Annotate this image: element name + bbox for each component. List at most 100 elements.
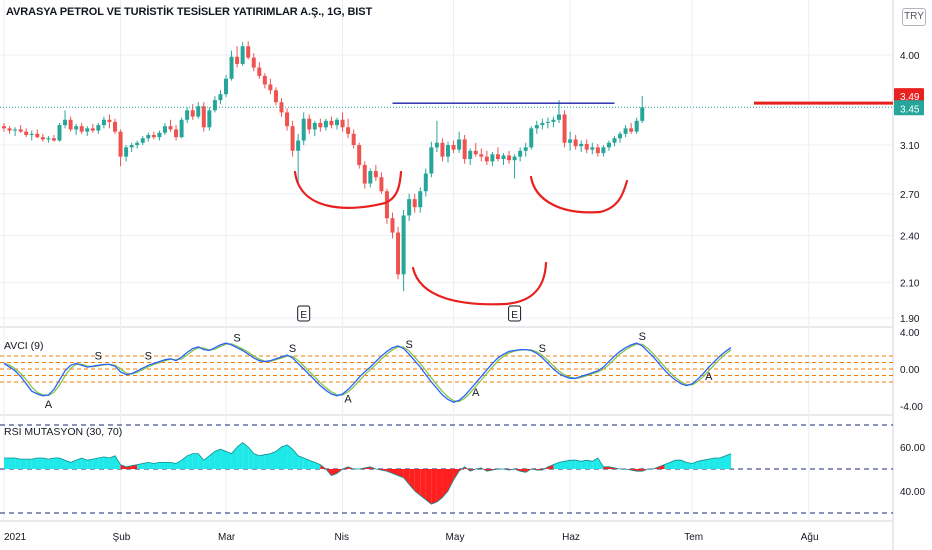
candle[interactable]: [251, 53, 256, 72]
candle[interactable]: [268, 78, 273, 95]
candle[interactable]: [468, 148, 473, 165]
candle[interactable]: [490, 151, 495, 167]
candle[interactable]: [124, 145, 129, 162]
candle[interactable]: [551, 116, 556, 128]
candle[interactable]: [146, 132, 151, 142]
candle[interactable]: [85, 126, 90, 137]
candle[interactable]: [246, 41, 251, 60]
candle[interactable]: [74, 124, 79, 135]
candle[interactable]: [440, 138, 445, 162]
candle[interactable]: [101, 116, 106, 129]
candle[interactable]: [418, 187, 423, 213]
candle[interactable]: [612, 136, 617, 147]
candle[interactable]: [457, 131, 462, 154]
candle[interactable]: [573, 134, 578, 150]
candle[interactable]: [235, 46, 240, 68]
candle[interactable]: [162, 122, 167, 135]
candle[interactable]: [329, 116, 334, 129]
candle[interactable]: [212, 96, 217, 113]
candle[interactable]: [307, 114, 312, 134]
right-shoulder-curve[interactable]: [529, 175, 629, 214]
candle[interactable]: [495, 147, 500, 162]
candle[interactable]: [357, 142, 362, 169]
candle[interactable]: [174, 125, 179, 141]
candle[interactable]: [507, 150, 512, 164]
candle[interactable]: [290, 120, 295, 157]
candle[interactable]: [140, 136, 145, 146]
candle[interactable]: [196, 102, 201, 119]
candle[interactable]: [135, 140, 140, 149]
candle[interactable]: [451, 140, 456, 154]
candle[interactable]: [207, 107, 212, 131]
candle[interactable]: [412, 193, 417, 213]
candle[interactable]: [279, 98, 284, 117]
candle[interactable]: [384, 188, 389, 224]
candle[interactable]: [557, 100, 561, 123]
candle[interactable]: [479, 148, 484, 162]
head-curve[interactable]: [411, 261, 548, 306]
candle[interactable]: [63, 110, 68, 129]
candle[interactable]: [335, 117, 339, 130]
candle[interactable]: [262, 73, 267, 89]
candle[interactable]: [29, 130, 34, 141]
candle[interactable]: [401, 209, 406, 292]
candle[interactable]: [7, 126, 12, 134]
candle[interactable]: [218, 90, 223, 105]
candle[interactable]: [201, 102, 206, 132]
candle[interactable]: [423, 168, 428, 197]
candle[interactable]: [584, 139, 589, 154]
candle[interactable]: [446, 141, 450, 163]
candle[interactable]: [2, 122, 6, 132]
candle[interactable]: [362, 161, 367, 189]
candle[interactable]: [118, 129, 123, 167]
candle[interactable]: [90, 124, 95, 133]
candle[interactable]: [540, 118, 545, 130]
candle[interactable]: [407, 193, 412, 222]
candle[interactable]: [168, 119, 173, 132]
candle[interactable]: [296, 133, 301, 184]
candle[interactable]: [340, 112, 345, 132]
candle[interactable]: [346, 118, 351, 139]
candle[interactable]: [40, 133, 45, 142]
candle[interactable]: [312, 120, 317, 137]
candle[interactable]: [512, 154, 517, 179]
candle[interactable]: [629, 122, 634, 134]
candle[interactable]: [318, 118, 323, 132]
candle[interactable]: [35, 129, 40, 139]
candle[interactable]: [57, 122, 62, 142]
candle[interactable]: [368, 168, 373, 188]
avci-pane[interactable]: A S S S S A S A S S A: [0, 331, 893, 411]
drawing-annotations[interactable]: [293, 101, 893, 306]
earnings-marker[interactable]: E: [508, 305, 522, 322]
candle[interactable]: [301, 112, 306, 146]
candle[interactable]: [224, 74, 228, 98]
candle[interactable]: [285, 108, 290, 131]
candle[interactable]: [606, 140, 611, 151]
candle[interactable]: [523, 142, 528, 157]
candle[interactable]: [129, 142, 134, 152]
candle[interactable]: [113, 118, 117, 134]
candle[interactable]: [79, 122, 84, 134]
candle[interactable]: [46, 136, 51, 143]
candle[interactable]: [534, 120, 539, 134]
candle[interactable]: [157, 130, 162, 141]
candle[interactable]: [373, 164, 378, 182]
candle[interactable]: [18, 125, 23, 133]
candle[interactable]: [96, 122, 101, 134]
candle[interactable]: [396, 226, 401, 280]
candle[interactable]: [24, 128, 29, 138]
candle[interactable]: [434, 120, 439, 152]
candle[interactable]: [323, 118, 328, 131]
candle[interactable]: [595, 143, 600, 157]
candle[interactable]: [601, 145, 606, 157]
candle[interactable]: [484, 150, 489, 165]
candle[interactable]: [590, 142, 595, 155]
candle[interactable]: [473, 142, 478, 157]
candle[interactable]: [151, 131, 156, 140]
candle[interactable]: [351, 129, 356, 149]
candle[interactable]: [429, 141, 434, 178]
candle[interactable]: [518, 147, 523, 162]
candle[interactable]: [185, 107, 190, 123]
